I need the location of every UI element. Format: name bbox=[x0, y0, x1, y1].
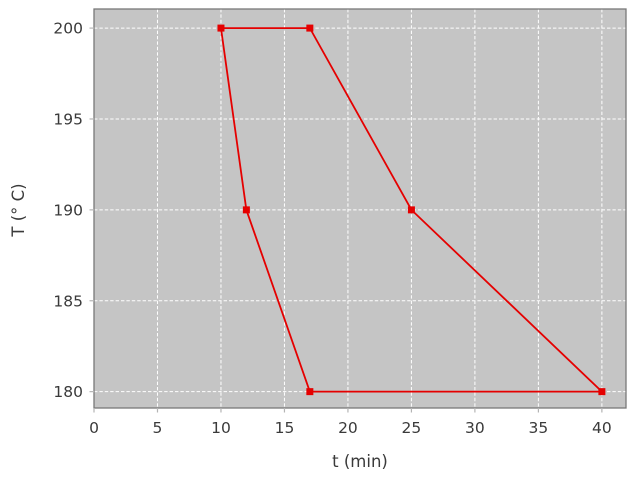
gridlines-layer bbox=[93, 9, 626, 408]
y-tick-label: 185 bbox=[53, 292, 83, 310]
data-point-marker bbox=[217, 24, 225, 32]
y-axis-label: T (° C) bbox=[9, 183, 28, 237]
axes-spines bbox=[93, 8, 627, 409]
data-point-marker bbox=[306, 388, 314, 396]
x-tick-label: 0 bbox=[89, 419, 99, 437]
data-point-marker bbox=[242, 206, 250, 214]
axes-spines-layer bbox=[93, 8, 627, 409]
data-point-marker bbox=[306, 24, 314, 32]
y-tick-label: 195 bbox=[53, 110, 83, 128]
y-tick-label: 190 bbox=[53, 201, 83, 219]
series-layer bbox=[217, 24, 606, 396]
plot-background-layer bbox=[94, 9, 626, 408]
tick-marks-layer bbox=[89, 27, 603, 413]
y-tick-label: 200 bbox=[53, 20, 83, 38]
data-point-marker bbox=[407, 206, 415, 214]
x-tick-label: 5 bbox=[153, 419, 163, 437]
tick-labels-layer: 0 5 10 15 20 25 30 35 40 180 185 190 195 200 bbox=[53, 20, 611, 437]
y-tick-label: 180 bbox=[53, 383, 83, 401]
x-axis-label: t (min) bbox=[332, 452, 388, 471]
x-tick-label: 20 bbox=[338, 419, 358, 437]
x-tick-label: 25 bbox=[402, 419, 422, 437]
plot-background bbox=[94, 9, 626, 408]
x-tick-label: 10 bbox=[211, 419, 231, 437]
x-tick-label: 35 bbox=[529, 419, 549, 437]
x-tick-label: 40 bbox=[592, 419, 612, 437]
x-tick-label: 30 bbox=[465, 419, 485, 437]
data-point-marker bbox=[598, 388, 606, 396]
x-tick-label: 15 bbox=[275, 419, 295, 437]
